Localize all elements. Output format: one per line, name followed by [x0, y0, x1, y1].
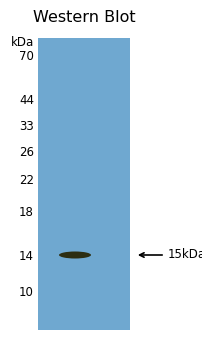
- Text: 14: 14: [19, 250, 34, 264]
- Text: 15kDa: 15kDa: [167, 248, 202, 262]
- Text: 22: 22: [19, 174, 34, 186]
- Text: 10: 10: [19, 286, 34, 300]
- Ellipse shape: [59, 251, 90, 258]
- Text: 18: 18: [19, 207, 34, 219]
- Text: kDa: kDa: [11, 36, 34, 50]
- Text: 26: 26: [19, 147, 34, 159]
- Text: 33: 33: [19, 121, 34, 133]
- Text: Western Blot: Western Blot: [33, 10, 135, 26]
- Text: 44: 44: [19, 93, 34, 106]
- Bar: [38, 38, 129, 330]
- Text: 70: 70: [19, 51, 34, 63]
